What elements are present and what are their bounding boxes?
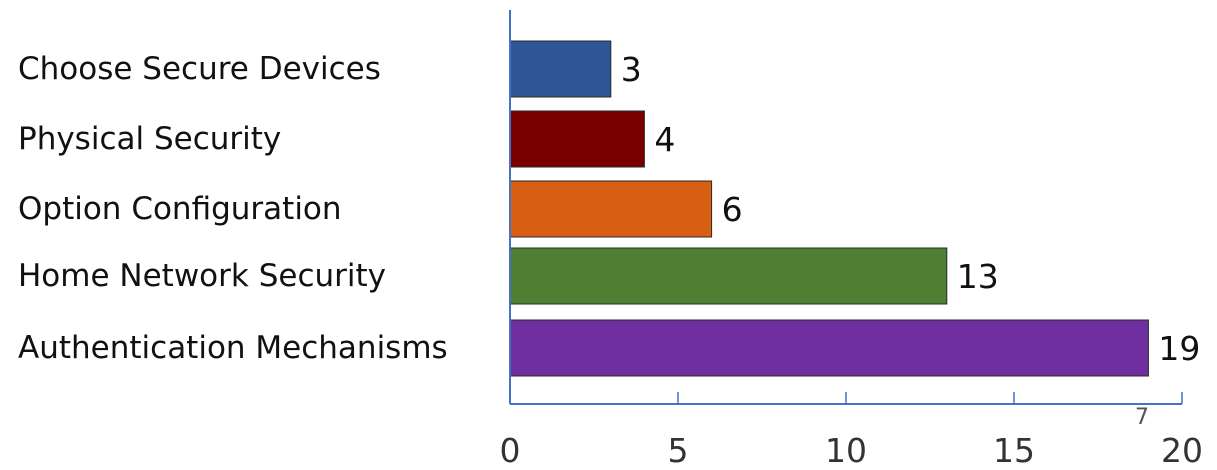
tick-labels: 0 5 10 15 20 [500,431,1204,470]
category-label-authentication-mechanisms: Authentication Mechanisms [18,330,448,366]
category-labels: Choose Secure Devices Physical Security Op… [18,51,448,366]
x-tick-label-0: 0 [500,431,521,466]
x-tick-label-20: 20 [1161,431,1203,466]
bars-layer [509,40,1149,377]
bar-physical-security [509,110,645,168]
x-tick-label-5: 5 [668,431,689,466]
x-tick-label-10: 10 [825,431,867,466]
bar-option-configuration [509,180,713,238]
value-label-choose-secure-devices: 3 [621,50,642,89]
axes [509,10,1183,405]
value-label-physical-security: 4 [654,120,675,159]
x-tick-label-15: 15 [993,431,1035,466]
bar-home-network-security [509,247,948,305]
value-label-option-configuration: 6 [722,190,743,229]
bar-choose-secure-devices [509,40,612,98]
category-label-option-configuration: Option Configuration [18,191,342,227]
category-label-home-network-security: Home Network Security [18,258,386,294]
stray-mark-label: 7 [1135,405,1149,430]
value-label-home-network-security: 13 [957,257,999,296]
category-label-choose-secure-devices: Choose Secure Devices [18,51,381,87]
value-label-authentication-mechanisms: 19 [1158,329,1200,368]
bar-authentication-mechanisms [509,319,1149,377]
value-labels: 34 6 13 19 [621,50,1201,368]
category-label-physical-security: Physical Security [18,121,281,157]
